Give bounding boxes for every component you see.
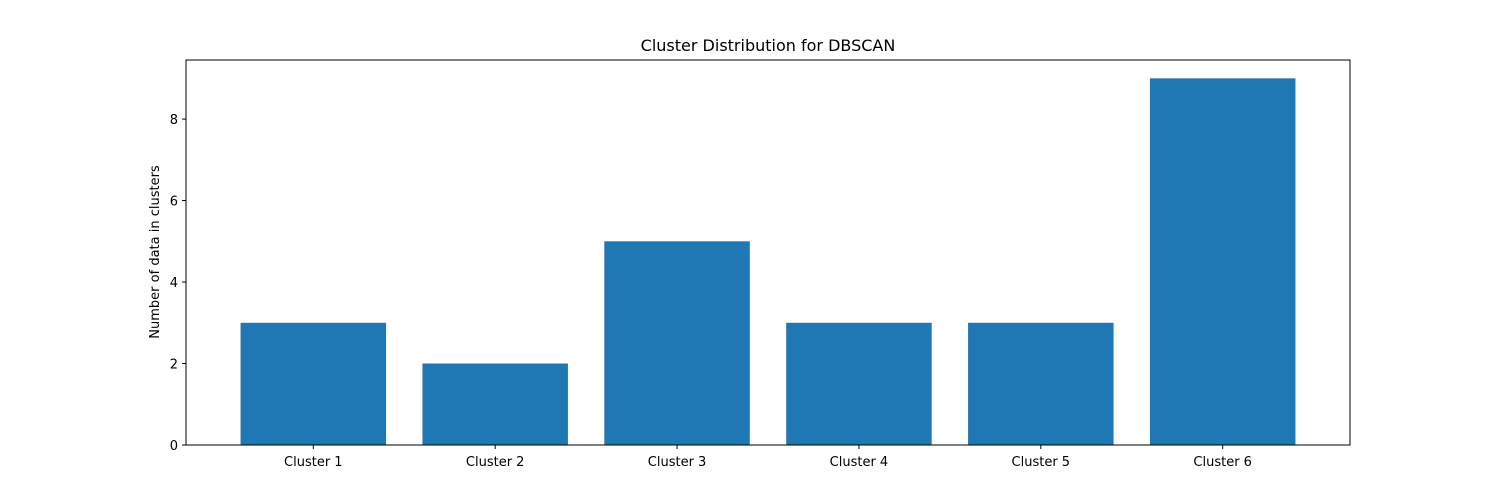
y-tick-label: 8 <box>170 113 178 128</box>
x-tick-label: Cluster 5 <box>1012 455 1071 470</box>
y-tick-label: 2 <box>170 358 178 373</box>
bar-1 <box>240 322 387 445</box>
y-axis-ticks: 0 2 4 6 8 <box>170 113 186 454</box>
y-tick-label: 6 <box>170 195 178 210</box>
bar-3 <box>604 241 750 445</box>
y-tick-label: 4 <box>170 276 178 291</box>
y-tick-label: 0 <box>170 439 178 454</box>
x-tick-label: Cluster 1 <box>284 455 343 470</box>
bar-4 <box>786 322 932 445</box>
x-tick-label: Cluster 3 <box>648 455 707 470</box>
y-axis-label: Number of data in clusters <box>148 165 163 339</box>
bar-2 <box>422 363 568 445</box>
bar-5 <box>968 322 1114 445</box>
bar-6 <box>1149 78 1296 445</box>
x-tick-label: Cluster 6 <box>1193 455 1252 470</box>
x-tick-label: Cluster 2 <box>466 455 525 470</box>
plot-frame <box>185 59 1351 446</box>
chart-title: Cluster Distribution for DBSCAN <box>641 36 896 55</box>
x-axis-ticks: Cluster 1 Cluster 2 Cluster 3 Cluster 4 Clus… <box>284 445 1252 470</box>
bars-layer <box>240 78 1296 445</box>
x-tick-label: Cluster 4 <box>830 455 889 470</box>
